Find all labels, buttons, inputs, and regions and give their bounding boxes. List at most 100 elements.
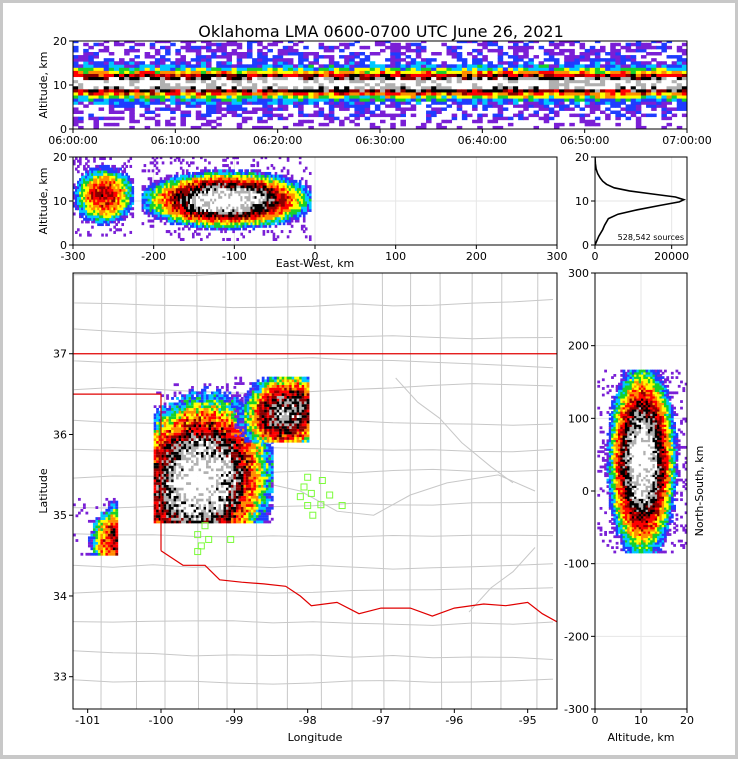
time-height-source-cell [252,67,258,70]
plan-view-source-cell [93,534,96,537]
time-height-source-cell [78,89,84,92]
time-height-source-cell [237,95,243,98]
time-height-source-cell [334,89,340,92]
time-height-source-cell [498,46,504,49]
time-height-source-cell [431,64,437,67]
time-height-source-cell [262,58,268,61]
time-height-source-cell [150,86,156,89]
ew-altitude-source-cell [77,228,80,231]
time-height-source-cell [569,58,575,61]
time-height-source-cell [661,86,667,89]
time-height-source-cell [580,43,586,46]
time-height-source-cell [482,101,488,104]
time-height-source-cell [641,55,647,58]
time-height-source-cell [472,49,478,52]
ew-altitude-source-cell [125,212,128,215]
time-height-source-cell [513,83,519,86]
ew-altitude-source-cell [305,227,308,230]
time-height-source-cell [487,67,493,70]
time-height-source-cell [165,83,171,86]
time-height-source-cell [605,86,611,89]
time-height-source-cell [477,89,483,92]
time-height-source-cell [651,98,657,101]
time-height-source-cell [375,74,381,77]
time-height-source-cell [513,58,519,61]
time-height-source-cell [656,104,662,107]
time-height-source-cell [88,89,94,92]
time-height-source-cell [667,64,673,67]
ew-altitude-source-cell [206,227,209,230]
time-height-source-cell [73,107,79,110]
time-height-source-cell [298,101,304,104]
ew-altitude-source-cell [236,238,239,241]
time-height-source-cell [88,67,94,70]
time-height-source-cell [273,95,279,98]
time-height-source-cell [196,46,202,49]
time-height-source-cell [508,92,514,95]
time-height-source-cell [150,43,156,46]
time-height-source-cell [400,89,406,92]
time-height-source-cell [303,92,309,95]
time-height-source-cell [395,55,401,58]
time-height-source-cell [677,98,683,101]
time-height-source-cell [247,67,253,70]
ew-altitude-source-cell [178,159,181,162]
time-height-source-cell [329,114,335,117]
time-height-source-cell [206,89,212,92]
time-height-source-cell [457,64,463,67]
ew-altitude-source-cell [259,169,262,172]
time-height-source-cell [411,86,417,89]
time-height-source-cell [252,92,258,95]
plan-view-source-cell [95,523,98,526]
time-height-source-cell [267,67,273,70]
time-height-source-cell [150,64,156,67]
time-height-source-cell [646,98,652,101]
time-height-source-cell [380,114,386,117]
time-height-source-cell [493,86,499,89]
time-height-source-cell [73,98,79,101]
time-height-source-cell [564,64,570,67]
time-height-source-cell [237,55,243,58]
time-height-source-cell [273,64,279,67]
time-height-source-cell [283,80,289,83]
time-height-source-cell [114,70,120,73]
time-height-source-cell [544,92,550,95]
time-height-source-cell [452,70,458,73]
ew-altitude-source-cell [105,234,108,237]
time-height-source-cell [349,80,355,83]
time-height-source-cell [129,64,135,67]
time-height-source-cell [180,114,186,117]
time-height-source-cell [406,107,412,110]
time-height-source-cell [641,70,647,73]
time-height-source-cell [513,70,519,73]
time-height-source-cell [406,92,412,95]
time-height-source-cell [400,107,406,110]
time-height-source-cell [339,83,345,86]
time-height-source-cell [186,83,192,86]
time-height-source-cell [631,67,637,70]
ew-altitude-source-cell [192,161,195,164]
time-height-source-cell [636,61,642,64]
time-height-source-cell [160,46,166,49]
time-height-source-cell [354,77,360,80]
time-height-source-cell [467,67,473,70]
time-height-source-cell [211,86,217,89]
time-height-source-cell [278,52,284,55]
ew-altitude-source-cell [178,233,181,236]
time-height-source-cell [267,70,273,73]
time-height-source-cell [595,55,601,58]
time-height-source-cell [201,89,207,92]
time-height-source-cell [390,49,396,52]
time-height-source-cell [267,43,273,46]
time-height-source-cell [129,114,135,117]
time-height-source-cell [175,104,181,107]
time-height-source-cell [447,49,453,52]
plan-view-source-cell [98,550,101,553]
time-height-source-cell [104,98,110,101]
time-height-source-cell [406,49,412,52]
ew-altitude-source-cell [75,168,78,171]
time-height-source-cell [498,67,504,70]
time-height-source-cell [298,58,304,61]
time-height-source-cell [667,83,673,86]
time-height-source-cell [656,80,662,83]
